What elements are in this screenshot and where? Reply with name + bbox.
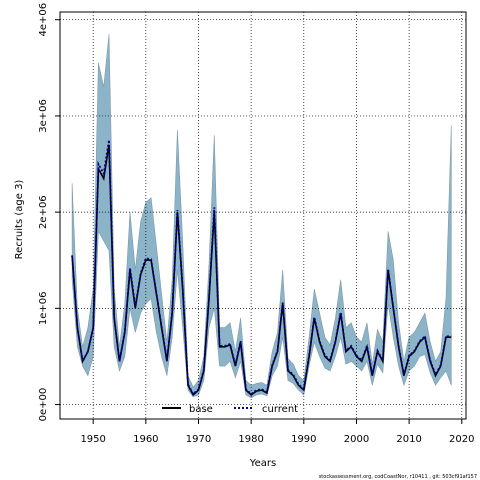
y-axis-title: Recruits (age 3) [14, 180, 25, 260]
grid-layer [60, 12, 466, 419]
plot-frame [59, 11, 467, 420]
y-tick-label-0: 0e+00 [38, 388, 49, 422]
confidence-band-layer [71, 34, 452, 399]
x-axis-title: Years [249, 458, 276, 469]
y-tick-label-3: 3e+06 [38, 99, 49, 133]
y-axis: 0e+00 1e+06 2e+06 3e+06 4e+06 [38, 3, 60, 421]
legend-label-current: current [262, 404, 298, 415]
y-tick-label-4: 4e+06 [38, 3, 49, 37]
legend-label-base: base [189, 404, 213, 415]
confidence-band [71, 34, 452, 399]
footnote: stockassessment.org, codCoastNor, r10411… [319, 474, 477, 480]
x-tick-label-2010: 2010 [396, 434, 421, 445]
x-tick-label-1990: 1990 [291, 434, 316, 445]
y-tick-label-1: 1e+06 [38, 292, 49, 326]
series-line-current [71, 139, 452, 396]
x-tick-label-2000: 2000 [344, 434, 369, 445]
x-tick-label-2020: 2020 [449, 434, 474, 445]
y-tick-label-2: 2e+06 [38, 195, 49, 229]
series-layer [71, 139, 452, 397]
x-axis: 1950 1960 1970 1980 1990 2000 2010 2020 [80, 419, 475, 445]
x-tick-label-1950: 1950 [80, 434, 105, 445]
x-tick-label-1960: 1960 [133, 434, 158, 445]
x-tick-label-1980: 1980 [238, 434, 263, 445]
legend: base current [162, 404, 298, 415]
x-tick-label-1970: 1970 [186, 434, 211, 445]
